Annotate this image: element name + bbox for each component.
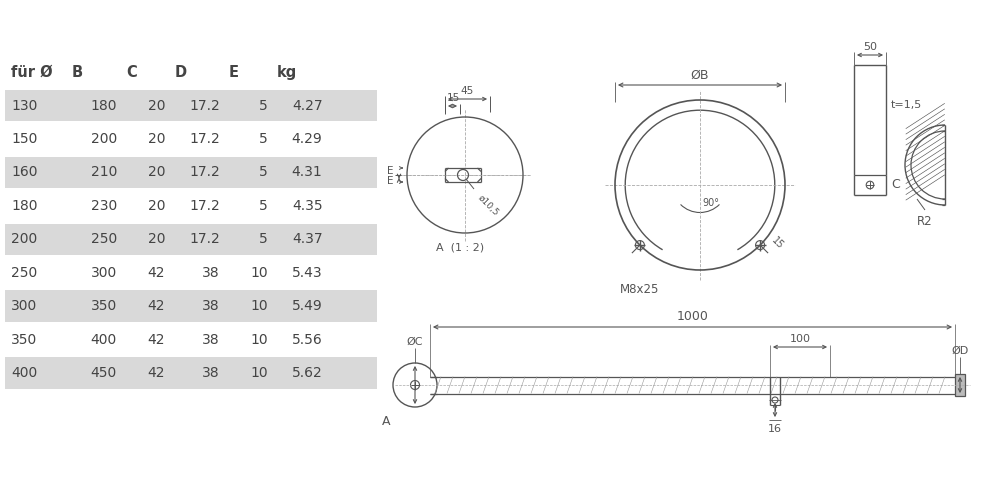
Text: 17.2: 17.2	[189, 199, 220, 213]
Text: 4.35: 4.35	[292, 199, 323, 213]
Text: 15: 15	[770, 235, 786, 250]
Text: A  (1 : 2): A (1 : 2)	[436, 243, 484, 253]
Text: 4.27: 4.27	[292, 98, 323, 112]
Text: 20: 20	[148, 199, 165, 213]
Text: ØB: ØB	[691, 68, 709, 82]
Text: 20: 20	[148, 166, 165, 179]
Bar	[5, 290, 377, 322]
Text: C: C	[891, 178, 900, 192]
Text: kg: kg	[277, 64, 297, 80]
Text: 4.37: 4.37	[292, 232, 323, 246]
Text: 160: 160	[11, 166, 38, 179]
Text: 20: 20	[148, 132, 165, 146]
Text: 38: 38	[202, 266, 220, 280]
Text: 45: 45	[461, 86, 474, 96]
Text: 20: 20	[148, 98, 165, 112]
Text: D: D	[174, 64, 186, 80]
Text: 50: 50	[863, 42, 877, 51]
Text: 42: 42	[148, 299, 165, 313]
Text: 38: 38	[202, 332, 220, 346]
Text: 4.31: 4.31	[292, 166, 323, 179]
Text: 1000: 1000	[677, 310, 708, 324]
Text: 250: 250	[11, 266, 37, 280]
Text: 17.2: 17.2	[189, 132, 220, 146]
Text: 90°: 90°	[702, 198, 719, 208]
Text: ØC: ØC	[407, 337, 423, 347]
Bar	[5, 156, 377, 188]
Text: M8x25: M8x25	[620, 283, 659, 296]
Text: 15: 15	[447, 93, 460, 103]
Text: 5: 5	[259, 199, 268, 213]
Text: 180: 180	[90, 98, 117, 112]
Text: C: C	[126, 64, 137, 80]
Text: R2: R2	[917, 215, 933, 228]
Text: 5.62: 5.62	[292, 366, 323, 380]
Text: 17.2: 17.2	[189, 98, 220, 112]
Text: ø10,5: ø10,5	[476, 193, 500, 218]
Text: E: E	[386, 166, 393, 175]
Text: 5: 5	[259, 232, 268, 246]
Text: t=1,5: t=1,5	[891, 100, 922, 110]
Text: 5: 5	[259, 98, 268, 112]
Text: 350: 350	[91, 299, 117, 313]
Text: 17.2: 17.2	[189, 166, 220, 179]
Text: E: E	[386, 176, 393, 186]
Text: 5.56: 5.56	[292, 332, 323, 346]
Text: 10: 10	[250, 366, 268, 380]
Bar	[955, 374, 965, 396]
Text: 42: 42	[148, 332, 165, 346]
Text: 150: 150	[11, 132, 37, 146]
Text: 5: 5	[259, 166, 268, 179]
Text: 200: 200	[11, 232, 37, 246]
Text: für Ø: für Ø	[11, 64, 53, 80]
Text: 300: 300	[91, 266, 117, 280]
Text: 4.29: 4.29	[292, 132, 323, 146]
Text: 38: 38	[202, 366, 220, 380]
Text: 20: 20	[148, 232, 165, 246]
Text: 100: 100	[790, 334, 810, 344]
Text: 5.49: 5.49	[292, 299, 323, 313]
Text: 5.43: 5.43	[292, 266, 323, 280]
Text: 17.2: 17.2	[189, 232, 220, 246]
Text: 10: 10	[250, 299, 268, 313]
Text: 5: 5	[259, 132, 268, 146]
Text: 16: 16	[768, 424, 782, 434]
Text: ØD: ØD	[951, 346, 969, 356]
Text: 450: 450	[91, 366, 117, 380]
Text: E: E	[229, 64, 239, 80]
Text: 300: 300	[11, 299, 37, 313]
Text: 400: 400	[91, 332, 117, 346]
Text: 200: 200	[91, 132, 117, 146]
Text: 42: 42	[148, 266, 165, 280]
Text: 350: 350	[11, 332, 37, 346]
Text: B: B	[72, 64, 83, 80]
Text: 42: 42	[148, 366, 165, 380]
Bar	[5, 224, 377, 255]
Text: 210: 210	[91, 166, 117, 179]
Text: A: A	[382, 415, 390, 428]
Text: 10: 10	[250, 266, 268, 280]
Text: 230: 230	[91, 199, 117, 213]
Bar	[5, 90, 377, 122]
Text: 180: 180	[11, 199, 38, 213]
Text: 130: 130	[11, 98, 37, 112]
Text: 38: 38	[202, 299, 220, 313]
Bar	[5, 358, 377, 388]
Text: 10: 10	[250, 332, 268, 346]
Text: 400: 400	[11, 366, 37, 380]
Text: 250: 250	[91, 232, 117, 246]
